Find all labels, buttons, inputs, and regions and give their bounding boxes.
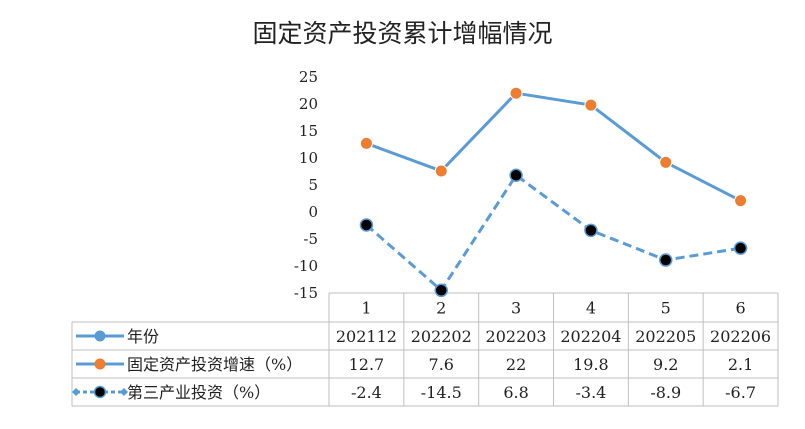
table-cell-value: 22 [506,355,526,374]
table-cell-value: 7.6 [429,355,454,374]
fixed-asset-growth-point [659,155,673,169]
y-tick-label: -5 [303,230,318,248]
legend-key-marker [94,358,106,370]
y-tick-label: 20 [299,95,318,113]
table-cell-value: 202112 [336,327,397,346]
x-category-label: 3 [511,299,521,318]
y-tick-label: 5 [308,176,318,194]
chart-title: 固定资产投资累计增幅情况 [252,19,553,48]
y-tick-label: -10 [294,257,318,275]
y-tick-label: -15 [294,284,318,302]
tertiary-investment-point [434,283,448,298]
x-category-label: 2 [436,299,446,318]
legend-key-marker [94,330,106,342]
x-category-label: 4 [586,299,596,318]
legend-row-label: 年份 [127,327,159,346]
tertiary-investment-point [509,168,523,183]
fixed-asset-growth-point [584,98,598,112]
table-cell-value: 2.1 [728,355,753,374]
x-category-label: 6 [735,299,745,318]
table-cell-value: 202204 [560,327,621,346]
tertiary-investment-point [359,218,374,232]
table-cell-value: 19.8 [573,355,609,374]
y-tick-label: 25 [299,68,318,86]
fixed-asset-growth-point [359,136,373,150]
legend-key-diamond [120,388,128,396]
x-category-label: 5 [661,299,671,318]
y-tick-label: 0 [308,203,318,221]
table-cell-value: 202203 [486,327,547,346]
table-cell-value: 202202 [411,327,472,346]
tertiary-investment-point [584,223,598,238]
table-cell-value: -3.4 [575,383,606,402]
legend-row-label: 第三产业投资（%） [127,383,270,402]
table-cell-value: 6.8 [503,383,528,402]
x-category-label: 1 [361,299,371,318]
table-cell-value: 202206 [710,327,771,346]
legend-key-diamond [72,388,80,396]
tertiary-investment-point [733,241,748,255]
y-tick-label: 10 [299,149,318,167]
table-cell-value: -6.7 [725,383,756,402]
table-cell-value: 12.7 [349,355,385,374]
table-cell-value: -14.5 [421,383,462,402]
fixed-asset-growth-point [509,86,523,100]
legend-row-label: 固定资产投资增速（%） [127,355,302,374]
table-cell-value: 202205 [635,327,696,346]
tertiary-investment-line [365,173,741,292]
tertiary-investment-point [659,253,673,267]
legend-key-marker [93,385,107,399]
table-cell-value: -8.9 [650,383,681,402]
fixed-asset-growth-point [734,194,748,208]
fixed-asset-growth-point [434,164,448,178]
table-cell-value: 9.2 [653,355,678,374]
table-cell-value: -2.4 [351,383,382,402]
fixed-asset-growth-line [365,91,742,202]
y-tick-label: 15 [299,122,318,140]
